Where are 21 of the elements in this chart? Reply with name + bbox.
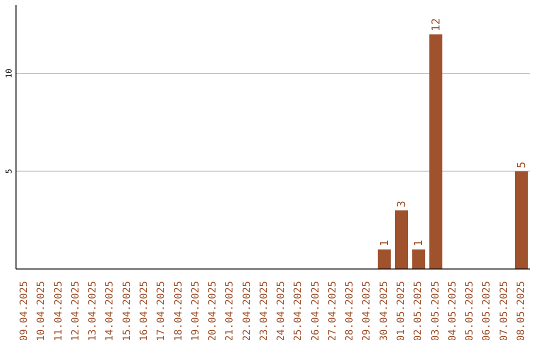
x-tick-label: 16.04.2025: [139, 281, 150, 340]
data-label: 5: [514, 162, 528, 168]
bar: [429, 34, 442, 269]
data-label: 1: [378, 240, 391, 246]
x-tick-label: 19.04.2025: [190, 281, 202, 340]
x-tick-label: 13.04.2025: [88, 281, 99, 340]
bar: [378, 249, 391, 269]
x-tick-label: 15.04.2025: [122, 281, 133, 340]
data-label: 3: [394, 200, 408, 208]
x-tick-label: 17.04.2025: [156, 281, 168, 340]
data-label: 12: [429, 18, 442, 32]
y-tick-label: 10: [4, 68, 14, 78]
x-tick-label: 11.04.2025: [53, 281, 64, 340]
x-tick-label: 14.04.2025: [104, 281, 116, 340]
x-tick-label: 12.04.2025: [70, 281, 82, 340]
x-tick-label: 18.04.2025: [173, 281, 184, 340]
bar: [514, 171, 528, 269]
x-tick-label: 10.04.2025: [36, 281, 48, 340]
bar: [394, 210, 408, 269]
data-label: 1: [412, 240, 426, 246]
bar: [412, 249, 426, 269]
